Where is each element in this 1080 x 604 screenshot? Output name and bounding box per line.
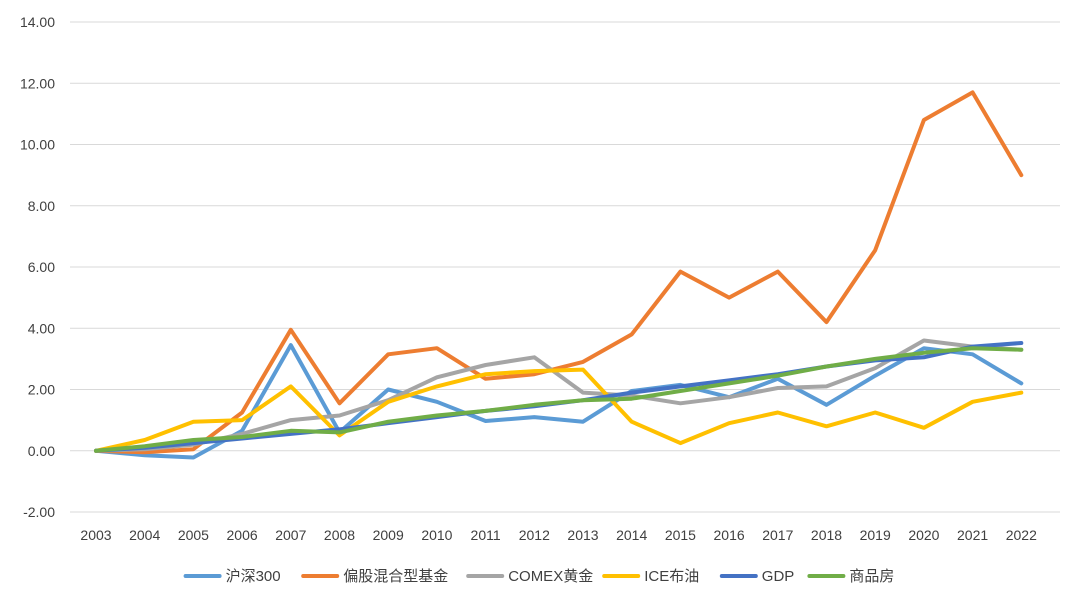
x-tick-label: 2013 (567, 527, 598, 543)
y-tick-label: 12.00 (20, 75, 55, 91)
x-tick-label: 2006 (227, 527, 258, 543)
x-tick-label: 2007 (275, 527, 306, 543)
x-tick-label: 2009 (373, 527, 404, 543)
x-tick-label: 2022 (1006, 527, 1037, 543)
y-tick-label: -2.00 (23, 504, 55, 520)
legend-item-1: 偏股混合型基金 (301, 568, 448, 585)
x-tick-label: 2017 (762, 527, 793, 543)
legend-item-3: ICE布油 (602, 568, 699, 585)
x-tick-label: 2016 (714, 527, 745, 543)
x-tick-label: 2005 (178, 527, 209, 543)
y-tick-label: 10.00 (20, 137, 55, 153)
x-tick-label: 2015 (665, 527, 696, 543)
x-tick-label: 2019 (860, 527, 891, 543)
legend: 沪深300 偏股混合型基金 COMEX黄金 ICE布油 GDP 商品房 (183, 568, 894, 585)
legend-item-2: COMEX黄金 (466, 568, 593, 585)
y-tick-label: 4.00 (28, 320, 55, 336)
x-tick-label: 2004 (129, 527, 160, 543)
legend-label: GDP (762, 568, 795, 585)
legend-item-4: GDP (719, 568, 795, 585)
series-line-1 (94, 90, 1024, 455)
gridlines (70, 21, 1060, 513)
legend-item-5: 商品房 (807, 568, 894, 585)
x-tick-label: 2003 (80, 527, 111, 543)
x-tick-label: 2020 (908, 527, 939, 543)
x-tick-label: 2018 (811, 527, 842, 543)
series-line-5 (94, 346, 1024, 453)
legend-label: 偏股混合型基金 (343, 568, 448, 585)
x-tick-label: 2010 (421, 527, 452, 543)
series-line-3 (94, 367, 1024, 453)
y-tick-label: 6.00 (28, 259, 55, 275)
x-tick-label: 2021 (957, 527, 988, 543)
series-lines (94, 90, 1024, 460)
y-tick-label: 8.00 (28, 198, 55, 214)
x-axis-tick-labels: 2003 2004 2005 2006 2007 2008 2009 2010 2011 2012… (80, 527, 1037, 543)
x-tick-label: 2014 (616, 527, 647, 543)
y-tick-label: 2.00 (28, 382, 55, 398)
y-tick-label: 14.00 (20, 14, 55, 30)
x-tick-label: 2012 (519, 527, 550, 543)
y-tick-label: 0.00 (28, 443, 55, 459)
series-line-2 (94, 338, 1024, 453)
x-tick-label: 2011 (471, 527, 501, 543)
legend-label: 商品房 (849, 568, 894, 585)
legend-label: ICE布油 (644, 568, 699, 585)
legend-item-0: 沪深300 (183, 568, 281, 585)
legend-label: COMEX黄金 (508, 568, 593, 585)
y-axis-tick-labels: -2.00 0.00 2.00 4.00 6.00 8.00 10.00 12.00 14.00 (20, 14, 55, 520)
x-tick-label: 2008 (324, 527, 355, 543)
legend-label: 沪深300 (226, 568, 281, 585)
